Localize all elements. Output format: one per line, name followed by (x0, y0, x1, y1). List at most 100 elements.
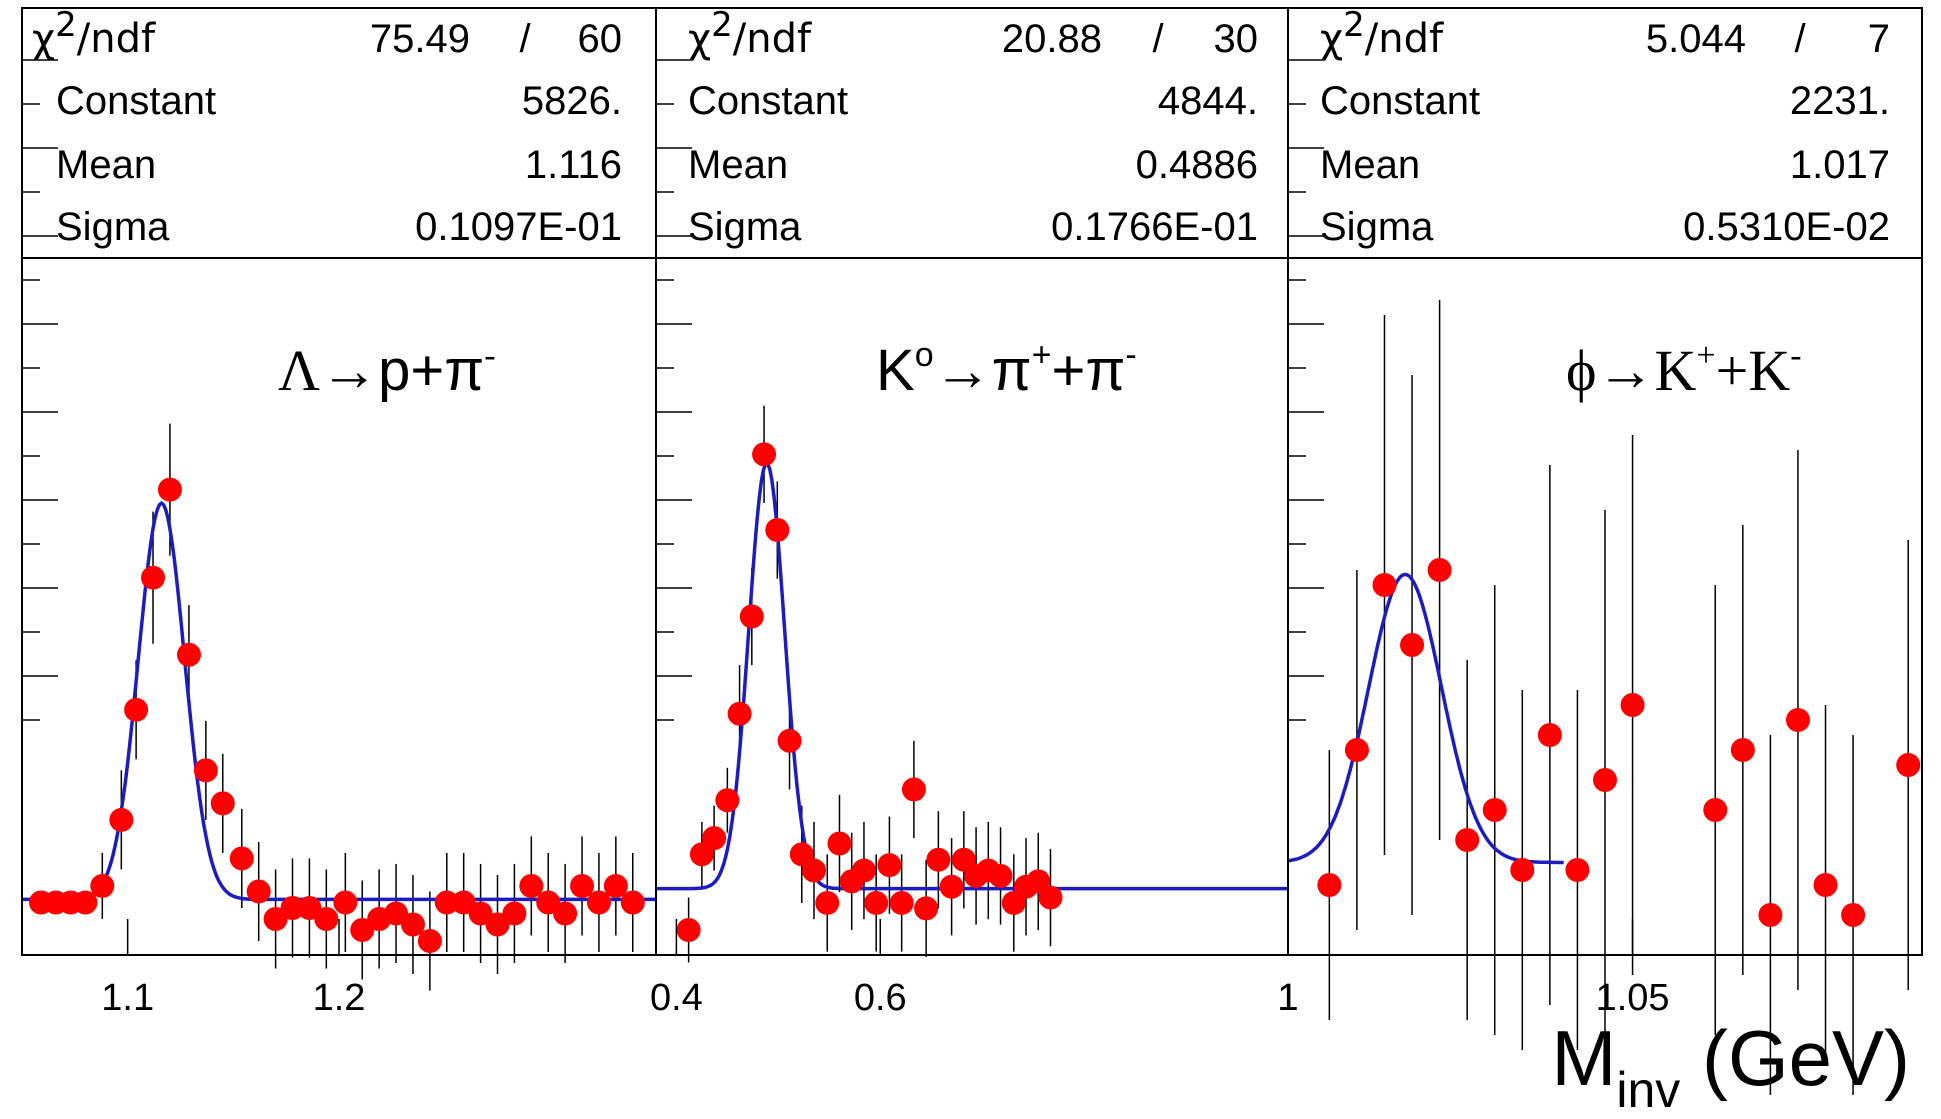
stats-slash: / (1152, 17, 1164, 61)
data-point (1482, 798, 1507, 822)
data-point (939, 874, 964, 899)
data-point (246, 879, 271, 904)
data-point (777, 728, 802, 753)
stats-constant-value: 5826. (522, 79, 622, 123)
data-point (297, 895, 322, 920)
data-point (1758, 903, 1783, 927)
data-point (1813, 873, 1838, 897)
data-point (350, 918, 375, 942)
data-point (877, 853, 902, 878)
data-point (1344, 738, 1369, 762)
x-tick-label: 1.05 (1596, 977, 1670, 1019)
stats-sigma-value: 0.1766E-01 (1051, 205, 1258, 249)
stats-constant-value: 4844. (1158, 79, 1258, 123)
reaction-label-phi: ϕ→K++K- (1566, 337, 1802, 403)
data-point (333, 890, 358, 915)
x-tick-labels: 1.1 1.2 0.4 0.6 11 1.05 (101, 977, 1669, 1019)
stats-sigma-label: Sigma (688, 205, 802, 249)
data-point (988, 863, 1013, 888)
data-point (702, 826, 727, 851)
data-point (536, 890, 561, 915)
data-point (553, 901, 578, 926)
fit-curve (656, 461, 1288, 891)
data-point (1038, 885, 1063, 910)
data-point (1703, 798, 1728, 822)
x-axis-title: Minv (GeV) (1551, 1014, 1910, 1118)
stats-mean-label: Mean (56, 143, 156, 187)
data-point (1317, 873, 1342, 897)
data-point (90, 873, 115, 898)
data-point (1537, 723, 1562, 747)
x-tick-label: 0.6 (854, 977, 907, 1019)
stats-constant-label: Constant (1320, 79, 1480, 123)
stats-chi2-label: χ2/ndf (32, 5, 156, 62)
x-tick-label: 1 (1277, 977, 1298, 1019)
data-point (417, 929, 442, 954)
data-point (519, 873, 544, 898)
data-point (157, 477, 182, 502)
data-point (1565, 858, 1590, 882)
reaction-label-lambda: Λ→p+π- (278, 337, 496, 403)
data-point (1593, 768, 1617, 792)
stats-chi2-value: 5.044 (1646, 17, 1746, 61)
stats-mean-value: 1.116 (525, 143, 622, 187)
reaction-label-kaon: Ko→π++π- (876, 336, 1137, 403)
data-point (570, 873, 595, 898)
data-point (1730, 738, 1755, 762)
x-tick-label: 1.1 (101, 977, 154, 1019)
data-point (815, 890, 840, 915)
data-point (1372, 573, 1397, 597)
data-point (1896, 753, 1921, 777)
data-point (193, 758, 218, 783)
data-point (926, 847, 951, 872)
stats-mean-label: Mean (1320, 143, 1420, 187)
panel-lambda: χ2/ndf 75.49 / 60 Constant 5826. Mean 1.… (22, 5, 656, 991)
panel-kaon: χ2/ndf 20.88 / 30 Constant 4844. Mean 0.… (656, 5, 1289, 963)
x-tick-label: 1.2 (313, 977, 366, 1019)
data-point (485, 912, 510, 937)
x-tick-label: 0.4 (650, 977, 703, 1019)
data-point (851, 858, 876, 883)
data-point (384, 901, 409, 926)
fit-curve (22, 500, 656, 902)
data-point (802, 858, 826, 883)
stats-chi2-label: χ2/ndf (688, 5, 812, 62)
stats-slash: / (1794, 17, 1806, 61)
data-point (1510, 858, 1535, 882)
data-point (210, 791, 235, 816)
x-tick-label: 1 (1277, 977, 1298, 1019)
data-point (739, 604, 764, 629)
stats-box-kaon: χ2/ndf 20.88 / 30 Constant 4844. Mean 0.… (688, 5, 1258, 249)
data-point (314, 906, 339, 931)
stats-box-phi: χ2/ndf 5.044 / 7 Constant 2231. Mean 1.0… (1320, 5, 1890, 249)
data-point (1785, 708, 1810, 732)
panel-frames (21, 7, 1923, 956)
data-point (827, 831, 852, 856)
data-point (752, 442, 777, 467)
data-point (676, 918, 701, 942)
data-point (889, 890, 914, 915)
data-point (586, 890, 611, 915)
stats-chi2-label: χ2/ndf (1320, 5, 1444, 62)
stats-sigma-value: 0.1097E-01 (415, 205, 622, 249)
data-point (1455, 828, 1480, 852)
data-point (468, 901, 493, 926)
stats-sigma-value: 0.5310E-02 (1683, 205, 1890, 249)
data-point (73, 890, 98, 915)
data-point (901, 777, 926, 802)
stats-ndf-value: 30 (1214, 17, 1259, 61)
data-point (1841, 903, 1866, 927)
data-point (727, 701, 752, 726)
stats-slash: / (519, 17, 531, 61)
data-point (263, 906, 288, 931)
data-point (864, 890, 889, 915)
data-point (620, 890, 645, 915)
stats-constant-label: Constant (688, 79, 848, 123)
stats-chi2-value: 20.88 (1002, 17, 1102, 61)
stats-mean-value: 1.017 (1790, 143, 1890, 187)
data-point (603, 873, 628, 898)
stats-chi2-value: 75.49 (370, 17, 470, 61)
data-point (1620, 693, 1645, 717)
stats-mean-label: Mean (688, 143, 788, 187)
